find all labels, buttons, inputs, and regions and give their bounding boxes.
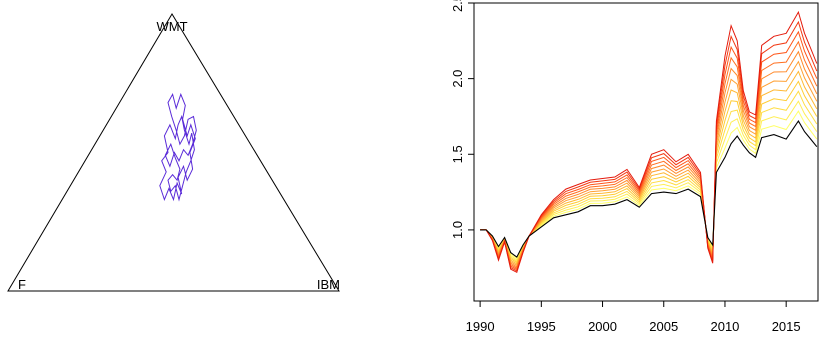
y-tick-label: 2.5 [450, 0, 465, 12]
x-axis: 1990 1995 2000 2005 2010 2015 [466, 301, 801, 334]
vertex-label-wmt: WMT [156, 19, 187, 34]
weights-path [160, 94, 197, 199]
vertex-label-f: F [18, 277, 26, 292]
fan-series-line [480, 12, 817, 272]
x-tick-label: 1990 [466, 319, 495, 334]
x-tick-label: 2015 [772, 319, 801, 334]
x-tick-label: 2005 [649, 319, 678, 334]
y-axis: 1.0 1.5 2.0 2.5 [450, 0, 474, 239]
line-chart: 1990 1995 2000 2005 2010 2015 1.0 1.5 2.0 2.5 [450, 0, 818, 334]
y-tick-label: 1.0 [450, 221, 465, 239]
series-black [480, 121, 817, 257]
fan-series-group [480, 12, 817, 272]
vertex-label-ibm: IBM [317, 277, 340, 292]
y-tick-label: 2.0 [450, 70, 465, 88]
ternary-plot: WMT F IBM [8, 14, 340, 292]
plot-box [474, 3, 818, 301]
x-tick-label: 2000 [588, 319, 617, 334]
x-tick-label: 1995 [527, 319, 556, 334]
y-tick-label: 1.5 [450, 145, 465, 163]
x-tick-label: 2010 [710, 319, 739, 334]
